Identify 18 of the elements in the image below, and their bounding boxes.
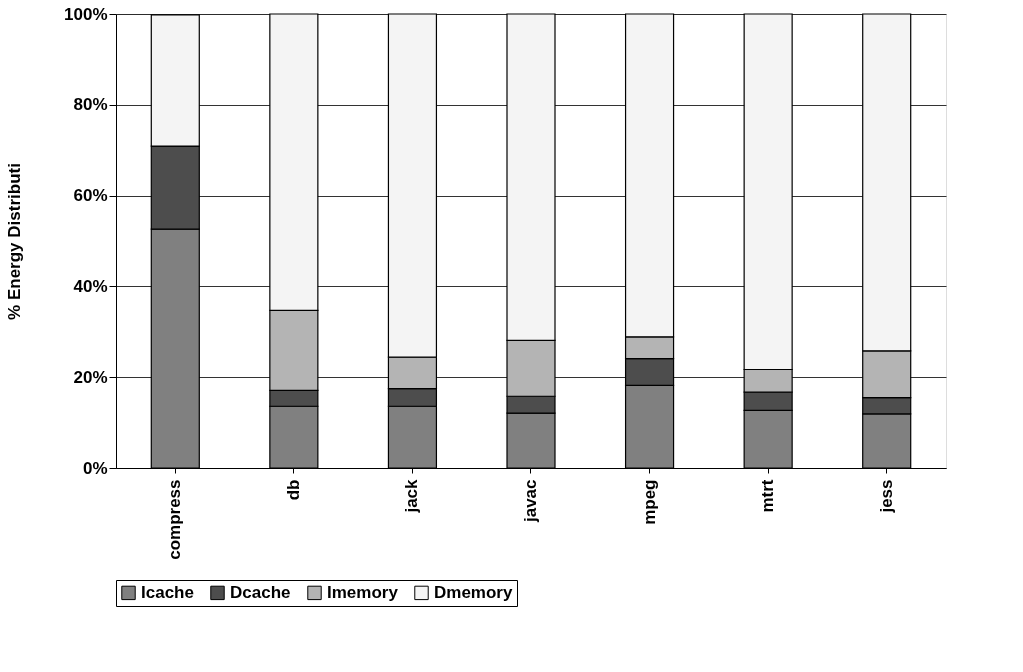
x-tick-label: compress	[165, 479, 185, 560]
x-tick-label: db	[283, 479, 303, 501]
legend-label: Dmemory	[434, 582, 513, 602]
y-tick-label: 0%	[82, 458, 108, 478]
legend-label: Dcache	[230, 582, 291, 602]
y-axis-title: % Energy Distributi	[5, 163, 25, 320]
legend-label: Imemory	[327, 582, 399, 602]
x-tick-label: mtrt	[758, 479, 778, 513]
y-tick-label: 20%	[73, 367, 108, 387]
y-tick-label: 60%	[73, 186, 108, 206]
y-tick-label: 40%	[73, 276, 108, 296]
y-tick-label: 80%	[73, 95, 108, 115]
x-tick-label: javac	[521, 479, 540, 524]
x-tick-label: mpeg	[639, 479, 659, 525]
y-tick-label: 100%	[64, 4, 108, 24]
x-tick-label: jess	[876, 479, 896, 514]
legend-label: Icache	[141, 582, 194, 602]
x-tick-label: jack	[402, 478, 422, 514]
